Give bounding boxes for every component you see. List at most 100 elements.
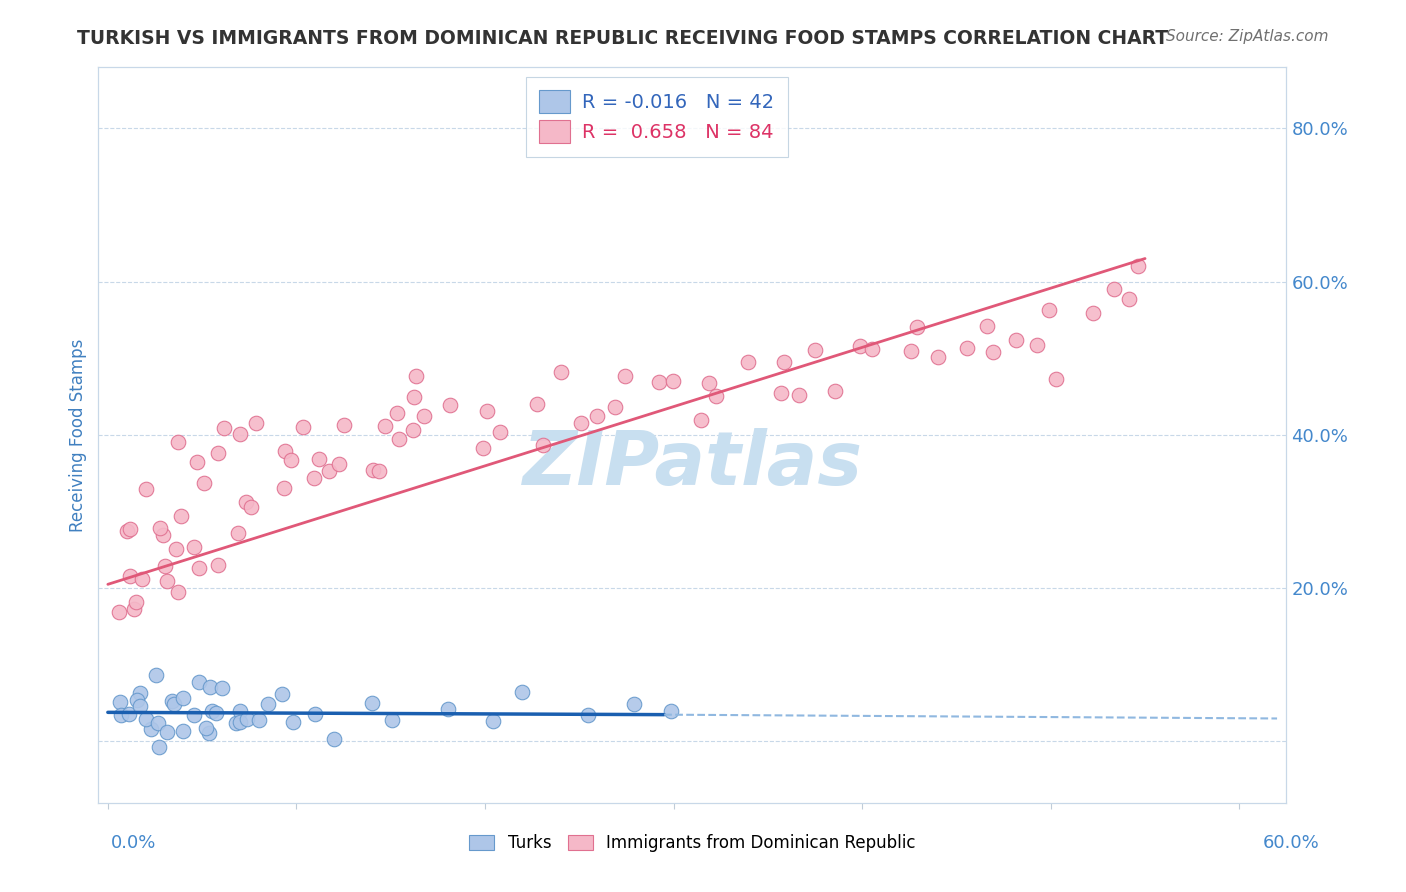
Point bbox=[402, 391, 425, 405]
Point bbox=[165, 541, 187, 556]
Point bbox=[647, 375, 669, 389]
Text: TURKISH VS IMMIGRANTS FROM DOMINICAN REPUBLIC RECEIVING FOOD STAMPS CORRELATION : TURKISH VS IMMIGRANTS FROM DOMINICAN REP… bbox=[77, 29, 1168, 47]
Point bbox=[211, 681, 233, 695]
Point bbox=[976, 319, 998, 334]
Point bbox=[236, 712, 259, 726]
Point bbox=[149, 521, 172, 535]
Point bbox=[1038, 302, 1060, 317]
Point bbox=[245, 417, 267, 431]
Point bbox=[322, 731, 344, 746]
Point bbox=[205, 706, 228, 721]
Point bbox=[291, 420, 314, 434]
Point bbox=[110, 708, 132, 723]
Point bbox=[281, 715, 304, 730]
Point bbox=[576, 708, 599, 723]
Point bbox=[302, 471, 325, 485]
Point bbox=[153, 559, 176, 574]
Point bbox=[304, 706, 326, 721]
Point bbox=[737, 355, 759, 369]
Point bbox=[108, 605, 131, 619]
Point bbox=[273, 481, 295, 495]
Point bbox=[333, 417, 356, 432]
Point bbox=[256, 698, 278, 712]
Point bbox=[225, 715, 247, 730]
Point bbox=[156, 574, 179, 589]
Point bbox=[228, 427, 250, 442]
Point bbox=[367, 464, 389, 478]
Point bbox=[129, 686, 152, 700]
Point bbox=[623, 697, 645, 711]
Point bbox=[704, 389, 727, 403]
Point bbox=[115, 524, 138, 538]
Point bbox=[363, 462, 385, 476]
Y-axis label: Receiving Food Stamps: Receiving Food Stamps bbox=[69, 338, 87, 532]
Point bbox=[981, 345, 1004, 359]
Point bbox=[131, 572, 153, 586]
Point bbox=[201, 704, 224, 718]
Point bbox=[271, 687, 294, 701]
Point bbox=[212, 421, 235, 435]
Point bbox=[388, 433, 411, 447]
Point bbox=[824, 384, 846, 398]
Point bbox=[125, 693, 148, 707]
Point bbox=[235, 494, 257, 508]
Point bbox=[510, 684, 533, 698]
Point bbox=[122, 601, 145, 615]
Point bbox=[1026, 338, 1049, 352]
Point bbox=[1083, 306, 1105, 320]
Point bbox=[198, 680, 221, 694]
Point bbox=[1126, 259, 1149, 273]
Point bbox=[145, 668, 167, 682]
Text: Source: ZipAtlas.com: Source: ZipAtlas.com bbox=[1166, 29, 1329, 44]
Point bbox=[135, 482, 157, 496]
Point bbox=[228, 526, 250, 541]
Point bbox=[274, 444, 297, 458]
Point bbox=[125, 595, 148, 609]
Point bbox=[188, 560, 211, 574]
Point bbox=[475, 404, 498, 418]
Point bbox=[160, 694, 183, 708]
Point bbox=[172, 723, 194, 738]
Point bbox=[472, 441, 495, 455]
Point bbox=[402, 423, 425, 437]
Point bbox=[108, 695, 131, 709]
Point bbox=[603, 400, 626, 414]
Point bbox=[405, 368, 427, 383]
Point bbox=[769, 385, 792, 400]
Point bbox=[156, 725, 179, 739]
Point bbox=[659, 704, 682, 718]
Point bbox=[186, 455, 208, 469]
Point bbox=[308, 452, 330, 467]
Point bbox=[905, 319, 928, 334]
Point bbox=[481, 714, 503, 728]
Point bbox=[849, 338, 872, 352]
Point bbox=[229, 705, 252, 719]
Point bbox=[207, 446, 229, 460]
Point bbox=[360, 696, 382, 710]
Point bbox=[170, 509, 193, 524]
Point bbox=[139, 723, 162, 737]
Point bbox=[531, 438, 554, 452]
Point bbox=[166, 584, 188, 599]
Point bbox=[183, 707, 205, 722]
Point bbox=[526, 397, 548, 411]
Point bbox=[172, 690, 194, 705]
Point bbox=[697, 376, 720, 390]
Point bbox=[193, 476, 215, 491]
Text: 0.0%: 0.0% bbox=[111, 834, 156, 852]
Point bbox=[787, 388, 810, 402]
Point bbox=[118, 568, 141, 582]
Point bbox=[129, 699, 152, 714]
Point bbox=[550, 365, 572, 379]
Point bbox=[229, 714, 252, 729]
Point bbox=[690, 412, 713, 426]
Point bbox=[1004, 334, 1026, 348]
Point bbox=[662, 374, 685, 388]
Point bbox=[927, 350, 949, 364]
Point bbox=[1118, 292, 1140, 306]
Point bbox=[489, 425, 512, 439]
Text: 60.0%: 60.0% bbox=[1263, 834, 1319, 852]
Point bbox=[381, 714, 404, 728]
Point bbox=[118, 707, 141, 722]
Point bbox=[195, 722, 218, 736]
